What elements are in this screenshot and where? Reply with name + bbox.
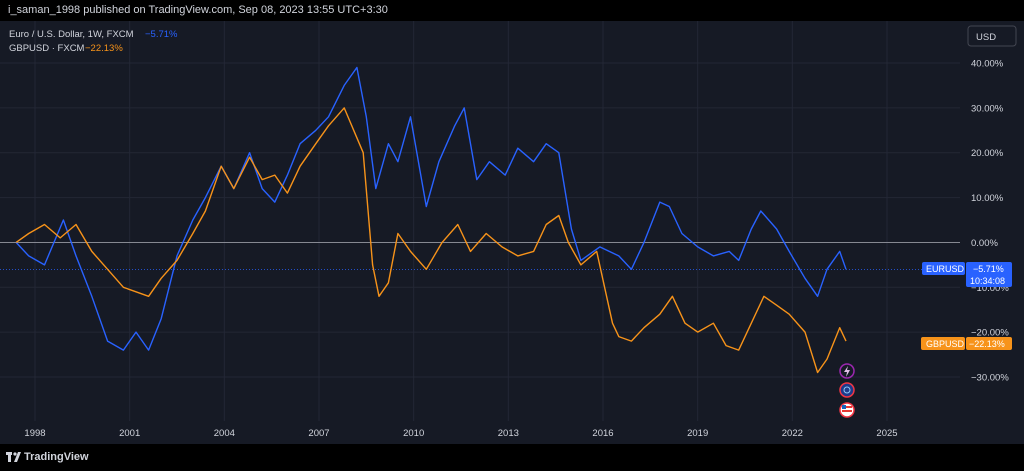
us-flag-icon[interactable]	[839, 402, 855, 418]
x-tick-label: 2013	[498, 428, 519, 439]
eurusd-tag-countdown: 10:34:08	[970, 276, 1005, 286]
series-line-gbpusd	[15, 107, 847, 374]
legend-gbpusd-label: GBPUSD · FXCM	[9, 43, 85, 54]
y-tick-label: 40.00%	[971, 59, 1004, 70]
legend-eurusd-change: −5.71%	[145, 29, 178, 40]
legend-gbpusd-change: −22.13%	[85, 43, 123, 54]
x-tick-label: 2001	[119, 428, 140, 439]
x-tick-label: 2025	[876, 428, 897, 439]
series-line-eurusd	[15, 66, 847, 351]
y-tick-label: 0.00%	[971, 238, 998, 249]
series-lines	[0, 66, 960, 374]
y-tick-label: 20.00%	[971, 148, 1004, 159]
x-tick-label: 2010	[403, 428, 424, 439]
chart-svg[interactable]: 40.00% 30.00% 20.00% 10.00% 0.00% −10.00% −20.…	[0, 21, 1024, 444]
y-tick-label: −20.00%	[971, 328, 1009, 339]
y-tick-label: −30.00%	[971, 373, 1009, 384]
x-tick-label: 2007	[308, 428, 329, 439]
grid-lines	[0, 21, 960, 421]
gbpusd-tag-symbol: GBPUSD	[926, 339, 965, 349]
eurusd-tag-symbol: EURUSD	[926, 264, 965, 274]
legend-eurusd-label: Euro / U.S. Dollar, 1W, FXCM	[9, 29, 134, 40]
x-tick-label: 2016	[592, 428, 613, 439]
x-axis-ticks: 1998 2001 2004 2007 2010 2013 2016 2019 2022 2025	[24, 428, 897, 439]
lightning-icon[interactable]	[839, 363, 855, 379]
tradingview-logo-icon	[6, 452, 21, 462]
currency-button[interactable]: USD	[967, 25, 1017, 47]
x-tick-label: 2004	[214, 428, 235, 439]
y-tick-label: −10.00%	[971, 283, 1009, 294]
y-tick-label: 10.00%	[971, 193, 1004, 204]
y-tick-label: 30.00%	[971, 103, 1004, 114]
gbpusd-price-tag: GBPUSD −22.13%	[921, 337, 1012, 350]
x-tick-label: 1998	[24, 428, 45, 439]
currency-button-label[interactable]: USD	[976, 32, 996, 43]
publisher-text: i_saman_1998 published on TradingView.co…	[8, 4, 388, 16]
x-tick-label: 2019	[687, 428, 708, 439]
globe-icon[interactable]	[839, 382, 855, 398]
y-axis-ticks: 40.00% 30.00% 20.00% 10.00% 0.00% −10.00% −20.…	[971, 59, 1009, 384]
x-tick-label: 2022	[782, 428, 803, 439]
footer-bar: TradingView	[0, 444, 1024, 471]
publisher-bar: i_saman_1998 published on TradingView.co…	[0, 0, 1024, 21]
eurusd-tag-value: −5.71%	[973, 264, 1004, 274]
tradingview-brand: TradingView	[24, 451, 89, 463]
gbpusd-tag-value: −22.13%	[969, 339, 1005, 349]
eurusd-price-tag: EURUSD −5.71% 10:34:08	[922, 262, 1012, 287]
